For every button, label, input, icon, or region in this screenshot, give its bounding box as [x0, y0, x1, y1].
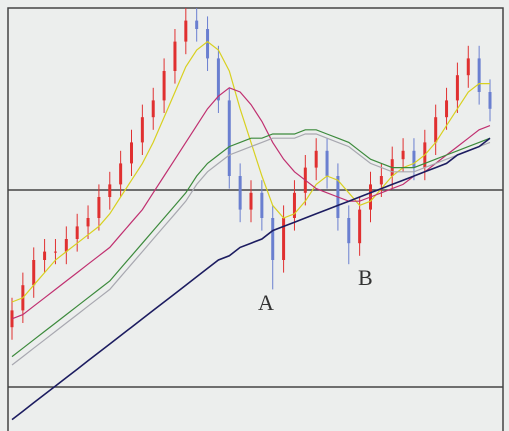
candle-body: [32, 260, 36, 286]
candle-body: [455, 75, 459, 101]
moving-average: [11, 137, 491, 421]
candle-body: [412, 150, 416, 168]
candle-body: [162, 71, 166, 101]
frame: [7, 7, 504, 431]
moving-average: [11, 133, 491, 366]
candle-body: [477, 58, 481, 92]
candle-body: [140, 117, 144, 143]
candle-body: [434, 117, 438, 143]
candle-body: [43, 251, 47, 260]
candle-body: [86, 218, 90, 227]
candle-body: [282, 218, 286, 260]
moving-average: [11, 129, 491, 358]
plot: [10, 8, 492, 421]
candle-body: [216, 58, 220, 101]
candle-body: [379, 176, 383, 185]
candle-body: [151, 100, 155, 118]
candle-body: [53, 251, 57, 253]
candle-body: [401, 150, 405, 160]
annotation: B: [358, 265, 373, 290]
candle-body: [64, 239, 68, 252]
candle-body: [358, 209, 362, 244]
moving-average: [11, 40, 490, 303]
candle-body: [292, 192, 296, 218]
candle-body: [75, 226, 79, 239]
candle-body: [206, 29, 210, 59]
candle-body: [238, 176, 242, 210]
candle-body: [445, 100, 449, 118]
candle-body: [271, 218, 275, 260]
candle-body: [314, 150, 318, 168]
candle-body: [97, 197, 101, 218]
candle-body: [173, 41, 177, 71]
annotation: A: [258, 290, 274, 315]
candle-body: [184, 20, 188, 42]
candle-body: [130, 142, 133, 164]
candle-body: [119, 163, 123, 185]
candle-body: [195, 20, 199, 29]
candle-body: [488, 92, 492, 109]
candle-body: [466, 58, 470, 76]
candle-body: [108, 184, 112, 197]
candle-body: [325, 150, 329, 176]
moving-average: [11, 87, 491, 320]
candle-body: [249, 192, 253, 210]
candle-body: [347, 218, 351, 244]
candle-body: [227, 100, 231, 176]
candle-body: [260, 192, 264, 218]
